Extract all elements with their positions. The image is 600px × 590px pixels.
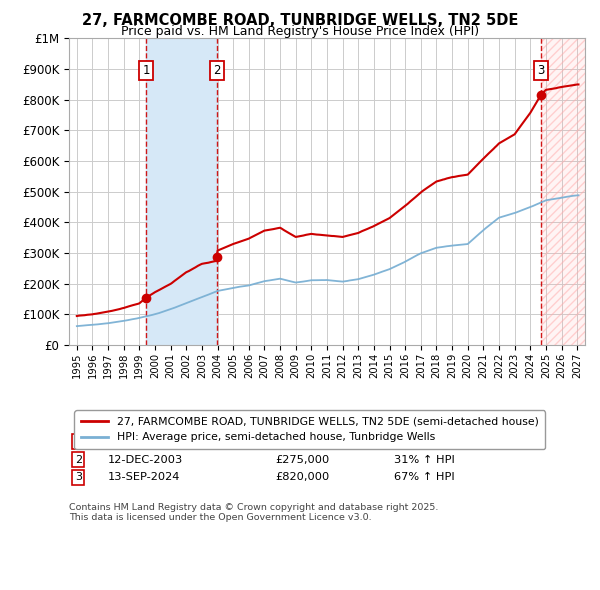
Bar xyxy=(541,38,585,345)
Bar xyxy=(541,38,585,345)
Text: Contains HM Land Registry data © Crown copyright and database right 2025.
This d: Contains HM Land Registry data © Crown c… xyxy=(69,503,439,522)
Text: 1: 1 xyxy=(142,64,150,77)
Text: 67% ↑ HPI: 67% ↑ HPI xyxy=(394,473,455,483)
Text: 39% ↑ HPI: 39% ↑ HPI xyxy=(394,437,455,447)
Bar xyxy=(146,38,217,345)
Text: 31% ↑ HPI: 31% ↑ HPI xyxy=(394,454,455,464)
Text: 27, FARMCOMBE ROAD, TUNBRIDGE WELLS, TN2 5DE: 27, FARMCOMBE ROAD, TUNBRIDGE WELLS, TN2… xyxy=(82,13,518,28)
Text: £820,000: £820,000 xyxy=(275,473,329,483)
Text: Price paid vs. HM Land Registry's House Price Index (HPI): Price paid vs. HM Land Registry's House … xyxy=(121,25,479,38)
Text: 12-DEC-2003: 12-DEC-2003 xyxy=(108,454,183,464)
Text: 2: 2 xyxy=(213,64,221,77)
Text: 11-JUN-1999: 11-JUN-1999 xyxy=(108,437,181,447)
Text: 3: 3 xyxy=(75,473,82,483)
Text: 13-SEP-2024: 13-SEP-2024 xyxy=(108,473,180,483)
Text: 2: 2 xyxy=(75,454,82,464)
Text: 1: 1 xyxy=(75,437,82,447)
Text: 3: 3 xyxy=(538,64,545,77)
Text: £275,000: £275,000 xyxy=(275,454,329,464)
Legend: 27, FARMCOMBE ROAD, TUNBRIDGE WELLS, TN2 5DE (semi-detached house), HPI: Average: 27, FARMCOMBE ROAD, TUNBRIDGE WELLS, TN2… xyxy=(74,411,545,449)
Text: £154,000: £154,000 xyxy=(275,437,329,447)
